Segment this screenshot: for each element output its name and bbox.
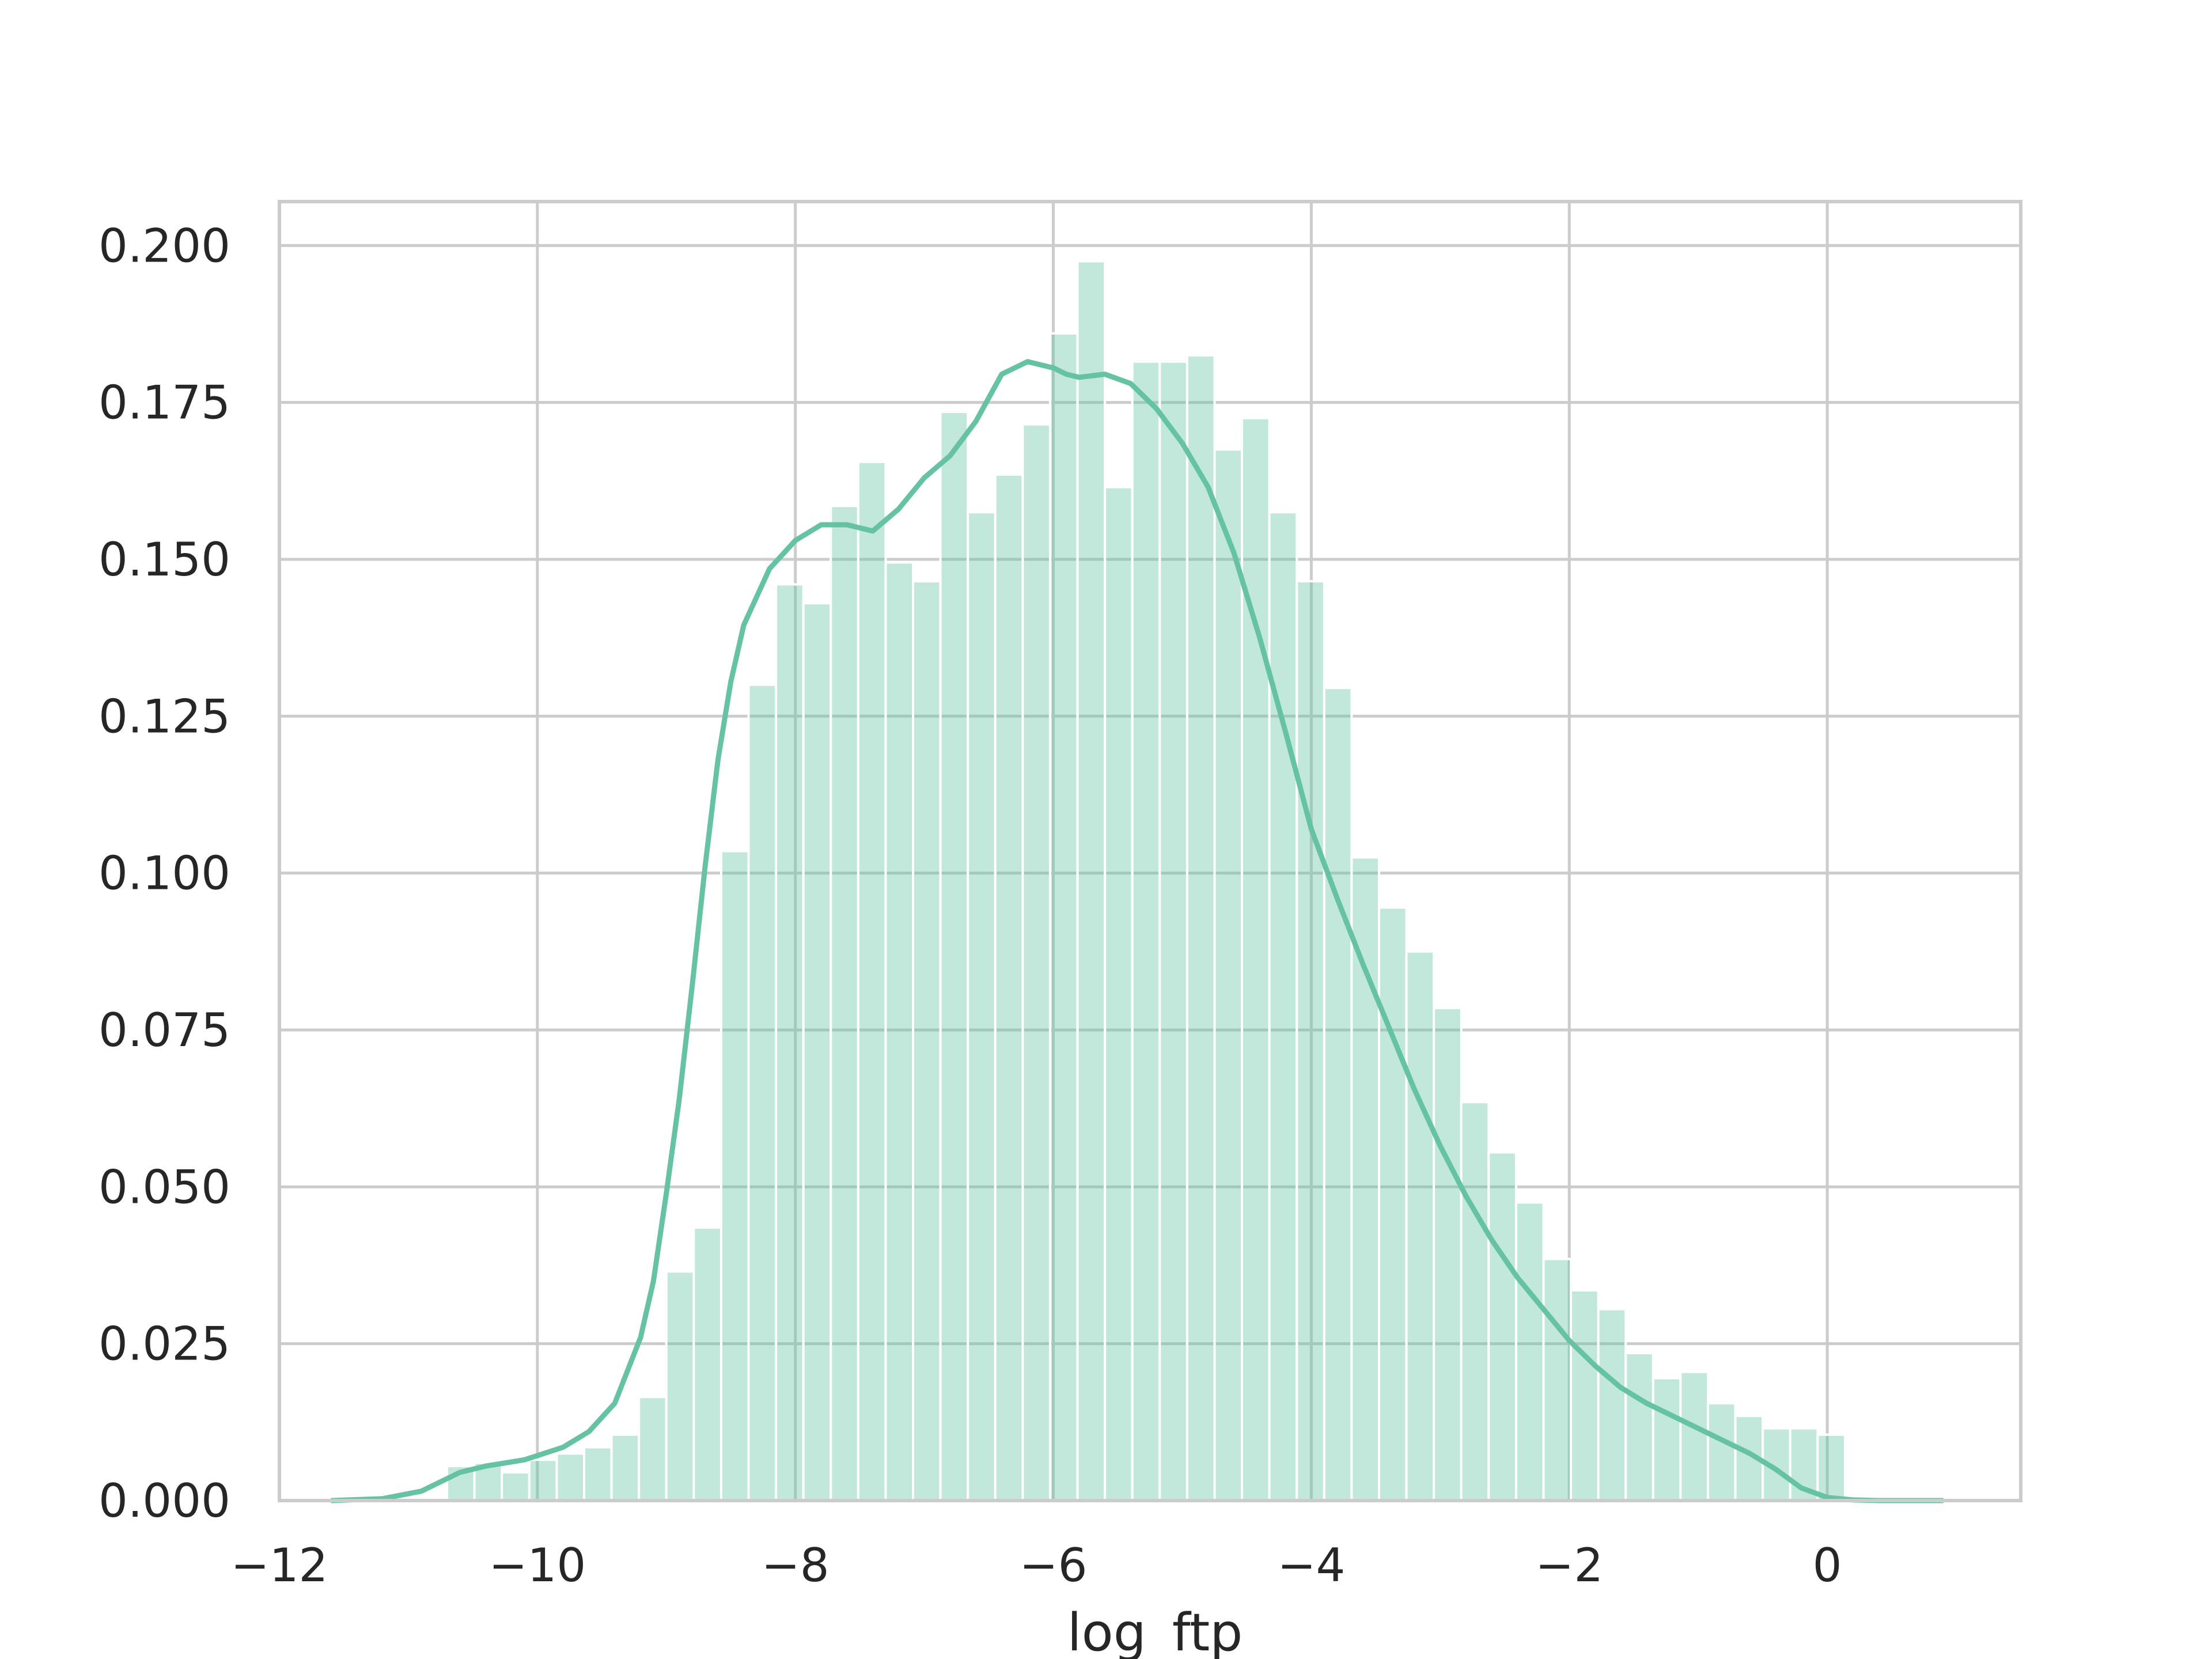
- y-tick-label: 0.075: [99, 1003, 230, 1057]
- histogram-bar: [1021, 423, 1051, 1502]
- histogram-bar: [1624, 1351, 1654, 1502]
- x-axis-ticks: −12 −10 −8 −6 −4 −2 0: [231, 1539, 1842, 1592]
- histogram-bar: [1597, 1308, 1627, 1502]
- histogram-bar: [1679, 1370, 1709, 1502]
- histogram-bar: [1241, 416, 1271, 1502]
- histogram-bar: [528, 1459, 558, 1502]
- histogram-bar: [1570, 1289, 1600, 1502]
- histogram-bar: [775, 583, 805, 1502]
- histogram-bar: [1377, 906, 1408, 1502]
- histogram-bar: [1323, 687, 1353, 1502]
- histogram-bar: [1268, 511, 1298, 1502]
- y-tick-label: 0.125: [99, 690, 230, 743]
- histogram-bar: [1433, 1006, 1463, 1502]
- histogram-bar: [857, 461, 887, 1502]
- histogram-bar: [1460, 1101, 1490, 1502]
- histogram-bar: [939, 410, 969, 1502]
- y-axis-ticks: 0.000 0.025 0.050 0.075 0.100 0.125 0.150 0.175…: [99, 219, 230, 1528]
- x-tick-label: −8: [762, 1539, 830, 1592]
- histogram-bar: [610, 1433, 641, 1502]
- histogram-bar: [830, 505, 859, 1502]
- histogram-bar: [994, 473, 1024, 1502]
- histogram-bar: [665, 1270, 695, 1502]
- histogram-bar: [967, 511, 997, 1502]
- histogram-bar: [747, 683, 778, 1502]
- histogram-bar: [1350, 856, 1380, 1502]
- x-tick-label: −6: [1020, 1539, 1088, 1592]
- histogram-bar: [1158, 360, 1188, 1502]
- y-tick-label: 0.050: [99, 1160, 230, 1214]
- x-tick-label: −10: [488, 1539, 586, 1592]
- histogram-bars: [446, 260, 1846, 1502]
- y-tick-label: 0.025: [99, 1317, 230, 1371]
- y-tick-label: 0.150: [99, 533, 230, 586]
- histogram-bar: [1104, 486, 1134, 1502]
- histogram-bar: [638, 1396, 668, 1502]
- x-tick-label: −12: [231, 1539, 328, 1592]
- x-axis-label: log_ftp: [1067, 1603, 1243, 1659]
- x-tick-label: −2: [1535, 1539, 1603, 1592]
- kde-curve: [331, 359, 1944, 1503]
- histogram-bar: [1652, 1377, 1682, 1502]
- histogram-bar: [555, 1452, 586, 1502]
- histogram-bar: [692, 1226, 722, 1502]
- histogram-bar: [1542, 1257, 1573, 1502]
- histogram-bar: [1048, 332, 1079, 1502]
- histogram-bar: [583, 1446, 613, 1502]
- histogram-bar: [719, 850, 750, 1502]
- histogram-bar: [1514, 1201, 1545, 1502]
- histogram-bar: [1185, 354, 1216, 1502]
- histogram-bar: [912, 580, 942, 1502]
- y-tick-label: 0.175: [99, 376, 230, 430]
- histogram-bar: [1131, 360, 1161, 1502]
- x-tick-label: 0: [1813, 1539, 1842, 1592]
- y-tick-label: 0.200: [99, 219, 230, 272]
- histogram-bar: [1076, 260, 1107, 1502]
- histogram-bar: [1706, 1402, 1737, 1502]
- histogram-bar: [1296, 580, 1325, 1502]
- histogram-bar: [802, 602, 832, 1502]
- y-tick-label: 0.100: [99, 847, 230, 900]
- histogram-bar: [501, 1471, 531, 1502]
- histogram-bar: [1405, 950, 1435, 1502]
- y-tick-label: 0.000: [99, 1474, 230, 1528]
- histogram-bar: [1816, 1433, 1846, 1502]
- axes-frame: [278, 200, 2022, 1502]
- x-tick-label: −4: [1277, 1539, 1345, 1592]
- histogram-bar: [884, 561, 915, 1502]
- histogram-bar: [1213, 448, 1244, 1502]
- histogram-bar: [1487, 1151, 1517, 1502]
